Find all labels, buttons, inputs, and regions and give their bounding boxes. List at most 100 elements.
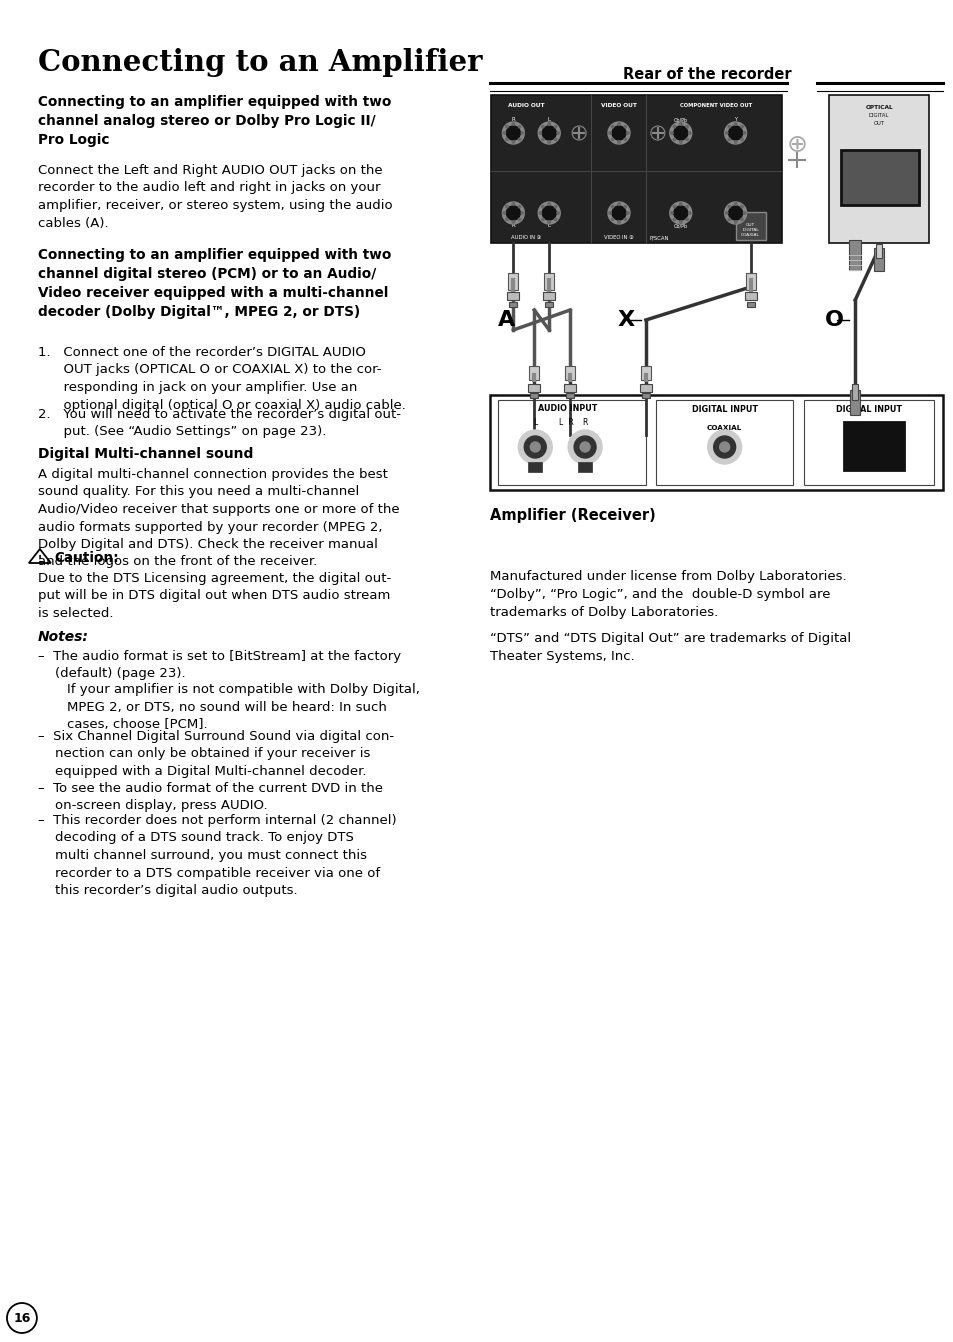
Circle shape [623, 125, 626, 127]
Circle shape [724, 132, 727, 134]
Circle shape [512, 203, 514, 205]
Circle shape [623, 219, 626, 220]
Circle shape [547, 141, 550, 144]
Circle shape [742, 132, 745, 134]
Circle shape [727, 219, 730, 220]
Text: L: L [533, 417, 537, 427]
Circle shape [506, 126, 519, 140]
Text: P/SCAN: P/SCAN [648, 235, 668, 240]
Circle shape [505, 138, 508, 141]
Bar [530, 393, 537, 399]
Circle shape [679, 141, 681, 144]
Text: VIDEO IN ③: VIDEO IN ③ [603, 235, 633, 240]
Circle shape [512, 123, 514, 125]
Circle shape [541, 219, 543, 220]
Circle shape [727, 125, 730, 127]
Text: L: L [547, 223, 550, 228]
Circle shape [537, 122, 559, 144]
Circle shape [669, 203, 691, 224]
Bar [735, 212, 764, 240]
Bar [543, 272, 554, 290]
Circle shape [670, 132, 672, 134]
Circle shape [618, 203, 619, 205]
Bar [563, 384, 576, 392]
Circle shape [502, 212, 505, 215]
Text: AUDIO OUT: AUDIO OUT [508, 103, 544, 107]
Circle shape [713, 436, 735, 458]
Circle shape [524, 436, 546, 458]
Bar [640, 366, 650, 380]
Text: AUDIO INPUT: AUDIO INPUT [537, 404, 598, 413]
Circle shape [740, 125, 742, 127]
Circle shape [740, 219, 742, 220]
Text: R: R [511, 223, 515, 228]
Circle shape [541, 207, 556, 220]
Circle shape [502, 122, 524, 144]
Circle shape [685, 219, 688, 220]
Text: Caution:: Caution: [54, 552, 119, 565]
Text: –  This recorder does not perform internal (2 channel)
    decoding of a DTS sou: – This recorder does not perform interna… [38, 815, 396, 896]
Text: Digital Multi-channel sound: Digital Multi-channel sound [38, 447, 253, 462]
Circle shape [626, 212, 629, 215]
Circle shape [517, 125, 520, 127]
Text: !: ! [38, 554, 42, 564]
Text: 2.   You will need to activate the recorder’s digital out-
      put. (See “Audi: 2. You will need to activate the recorde… [38, 408, 400, 439]
Circle shape [607, 203, 629, 224]
Text: OUT: OUT [745, 223, 755, 227]
Bar [745, 272, 755, 290]
Circle shape [673, 219, 675, 220]
Circle shape [517, 429, 552, 464]
Text: Manufactured under license from Dolby Laboratories.
“Dolby”, “Pro Logic”, and th: Manufactured under license from Dolby La… [490, 570, 846, 619]
Circle shape [679, 203, 681, 205]
Text: Due to the DTS Licensing agreement, the digital out-
put will be in DTS digital : Due to the DTS Licensing agreement, the … [38, 572, 391, 620]
Text: R: R [511, 117, 515, 122]
Bar [542, 293, 555, 301]
Circle shape [541, 205, 543, 208]
Bar [565, 393, 574, 399]
Text: 1.   Connect one of the recorder’s DIGITAL AUDIO
      OUT jacks (OPTICAL O or C: 1. Connect one of the recorder’s DIGITAL… [38, 346, 405, 412]
Bar [490, 395, 942, 490]
Circle shape [673, 138, 675, 141]
Circle shape [530, 442, 539, 452]
Text: Amplifier (Receiver): Amplifier (Receiver) [490, 509, 656, 523]
Circle shape [727, 205, 730, 208]
Circle shape [574, 436, 596, 458]
Text: VIDEO OUT: VIDEO OUT [600, 103, 637, 107]
Circle shape [502, 203, 524, 224]
Text: L: L [558, 417, 561, 427]
Bar [641, 393, 649, 399]
Circle shape [538, 132, 541, 134]
Text: O: O [824, 310, 843, 330]
Bar [529, 366, 538, 380]
Text: Y: Y [734, 117, 737, 122]
Circle shape [554, 125, 557, 127]
Circle shape [612, 126, 625, 140]
Circle shape [611, 205, 613, 208]
Bar [656, 400, 793, 484]
Circle shape [547, 203, 550, 205]
Circle shape [727, 138, 730, 141]
Text: A: A [497, 310, 516, 330]
Text: ⊕: ⊕ [786, 133, 807, 157]
Circle shape [538, 212, 541, 215]
Text: A digital multi-channel connection provides the best
sound quality. For this you: A digital multi-channel connection provi… [38, 468, 399, 569]
Circle shape [679, 123, 681, 125]
Circle shape [512, 141, 514, 144]
Circle shape [579, 442, 590, 452]
Text: DIGITAL: DIGITAL [868, 113, 888, 118]
Text: –  To see the audio format of the current DVD in the
    on-screen display, pres: – To see the audio format of the current… [38, 782, 382, 812]
Circle shape [618, 141, 619, 144]
Bar [851, 384, 858, 400]
Circle shape [517, 219, 520, 220]
Text: X: X [618, 310, 635, 330]
Circle shape [728, 126, 741, 140]
Bar [639, 384, 651, 392]
Circle shape [608, 132, 611, 134]
Text: DIGITAL INPUT: DIGITAL INPUT [691, 405, 757, 413]
Bar [849, 391, 860, 415]
Bar [528, 384, 539, 392]
Text: –  The audio format is set to [BitStream] at the factory
    (default) (page 23): – The audio format is set to [BitStream]… [38, 650, 400, 680]
Text: OUT: OUT [873, 121, 883, 126]
Circle shape [541, 126, 556, 140]
Circle shape [719, 442, 729, 452]
